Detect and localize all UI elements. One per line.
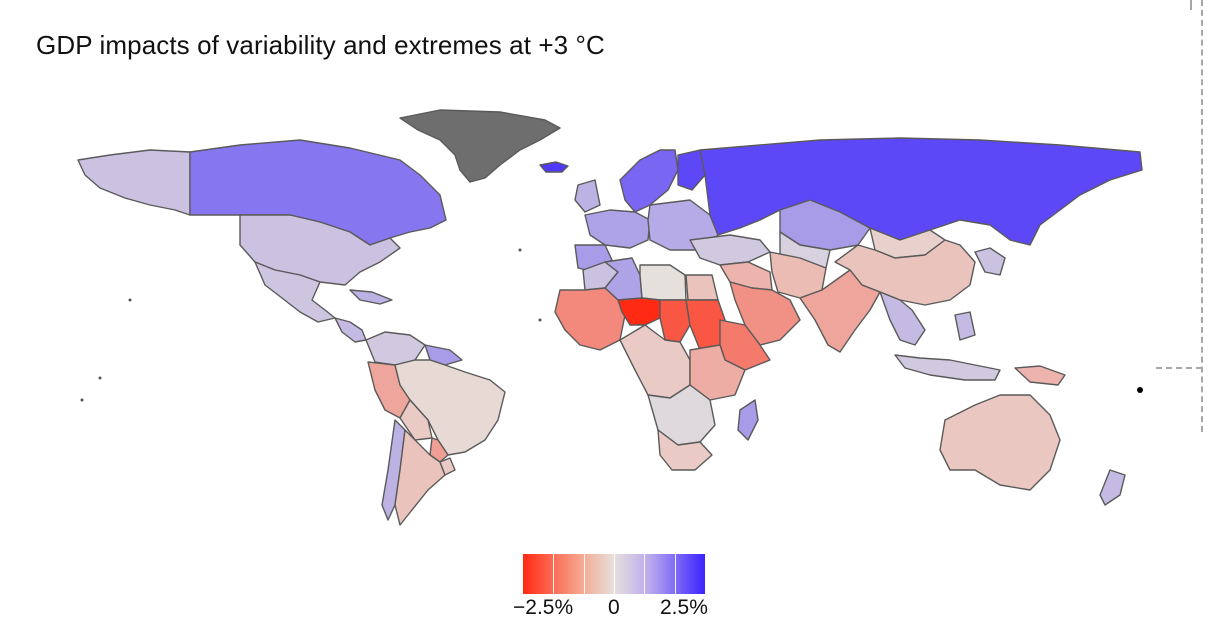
- region-niger: [617, 297, 661, 326]
- island-dot: [128, 298, 132, 302]
- region-scandinavia: [619, 149, 679, 213]
- region-libya: [639, 264, 687, 301]
- panel-connector: [1156, 367, 1202, 369]
- region-egypt: [685, 274, 719, 301]
- region-uruguay: [439, 457, 456, 476]
- region-russia: [699, 137, 1143, 246]
- region-alaska-us: [77, 149, 191, 216]
- island-dot: [1137, 387, 1143, 393]
- island-dot: [80, 398, 84, 402]
- region-mexico: [254, 261, 336, 323]
- region-indonesia: [894, 354, 1001, 381]
- legend-label-zero: 0: [608, 596, 620, 619]
- region-finland: [677, 149, 706, 191]
- region-papua: [1014, 365, 1066, 386]
- panel-divider-top: [1190, 0, 1192, 10]
- region-korea-japan: [974, 247, 1006, 276]
- region-bolivia: [399, 399, 433, 441]
- region-south-africa: [657, 429, 713, 471]
- region-iceland: [539, 161, 569, 173]
- region-new-zealand: [1099, 469, 1126, 506]
- legend-label-min: −2.5%: [513, 596, 574, 619]
- region-sudan: [685, 299, 726, 351]
- island-dot: [98, 376, 102, 380]
- region-uk-ireland: [574, 179, 601, 213]
- region-west-africa-sahel: [554, 287, 626, 351]
- region-philippines: [954, 311, 976, 341]
- region-guianas: [424, 344, 463, 366]
- region-australia: [939, 394, 1061, 491]
- island-dot: [538, 318, 542, 322]
- color-legend: −2.5% 0 2.5%: [513, 554, 708, 620]
- legend-label-max: 2.5%: [660, 596, 708, 619]
- region-madagascar: [737, 399, 759, 441]
- panel-divider: [1201, 0, 1203, 432]
- region-turkey-caucasus: [689, 234, 771, 266]
- region-greenland: [399, 109, 561, 183]
- region-arabia: [729, 281, 801, 346]
- region-western-europe: [584, 209, 651, 249]
- region-south-asia: [799, 269, 881, 353]
- region-paraguay: [429, 437, 449, 463]
- region-southeast-asia: [879, 291, 926, 346]
- region-argentina: [394, 429, 446, 526]
- chart-title: GDP impacts of variability and extremes …: [36, 30, 605, 60]
- island-dot: [518, 248, 522, 252]
- region-central-america: [334, 317, 367, 343]
- region-chad: [659, 299, 691, 343]
- legend-color-bar: [523, 554, 705, 594]
- region-caribbean: [349, 289, 393, 305]
